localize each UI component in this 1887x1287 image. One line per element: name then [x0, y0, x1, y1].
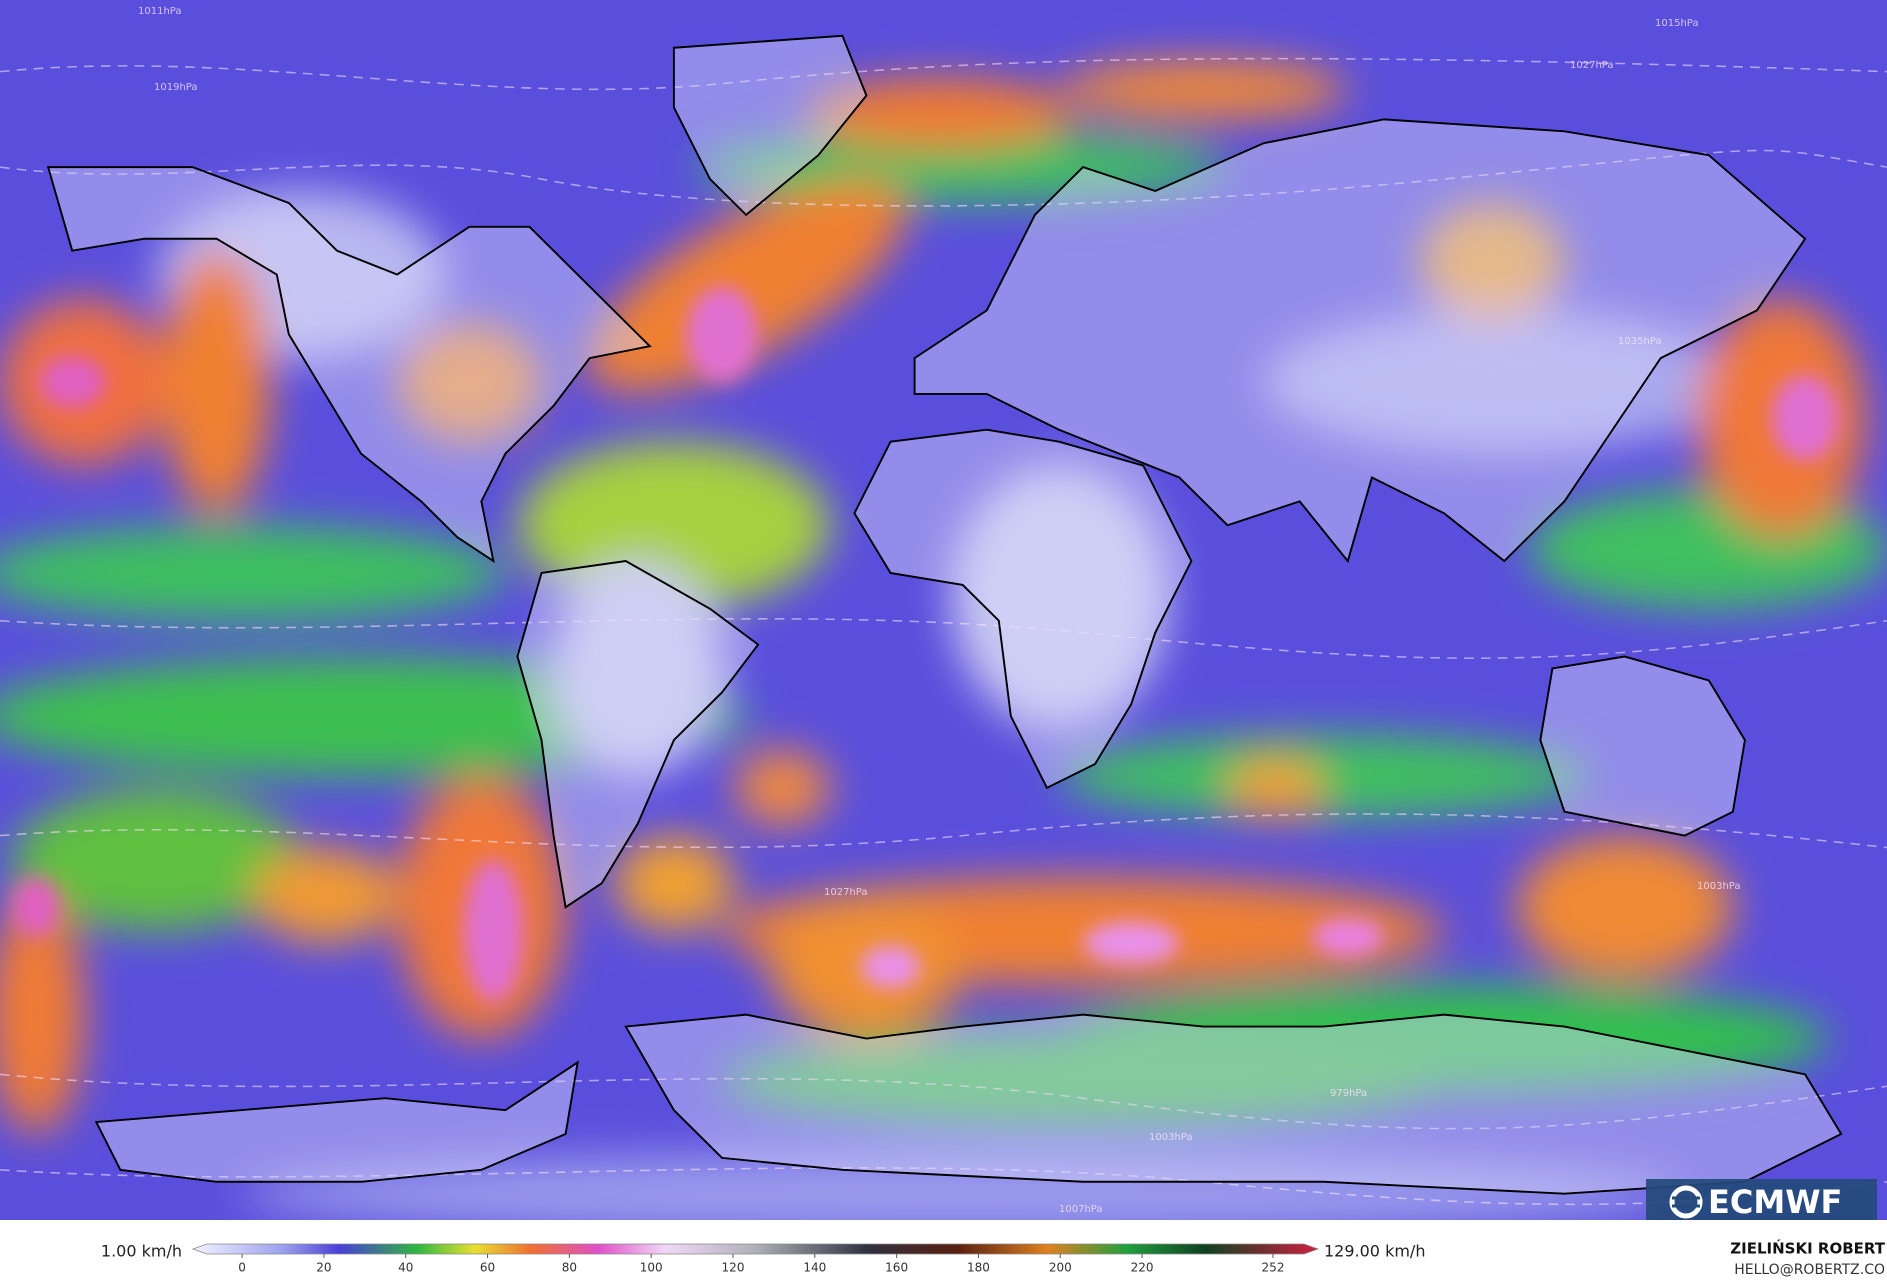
colorbar-tick-label: 20: [316, 1261, 331, 1275]
isobar-label: 1007hPa: [1059, 1204, 1103, 1215]
colorbar-tick-label: 140: [803, 1261, 826, 1275]
colorbar-bar: [191, 1243, 1320, 1255]
isobar-label: 1027hPa: [824, 887, 868, 898]
coastlines: [46, 34, 1843, 1195]
wind-map: 1011hPa 1019hPa 1027hPa 1015hPa 1035hPa 1027h…: [0, 0, 1887, 1220]
isobar-label: 1015hPa: [1655, 18, 1699, 29]
author-contact: HELLO@ROBERTZ.CO: [1734, 1262, 1885, 1278]
colorbar-tick-label: 40: [398, 1261, 413, 1275]
logo-box: ECMWF: [1646, 1179, 1877, 1220]
isobar-label: 1003hPa: [1697, 881, 1741, 892]
colorbar-tick-label: 252: [1262, 1261, 1285, 1275]
isobar-label: 1027hPa: [1570, 60, 1614, 71]
colorbar-tick-label: 100: [640, 1261, 663, 1275]
wind-field: [0, 34, 1887, 1220]
colorbar-tick-label: 180: [967, 1261, 990, 1275]
logo-icon: [1669, 1185, 1703, 1219]
isobar-label-group: 1011hPa 1019hPa 1027hPa 1015hPa 1035hPa 1027h…: [138, 6, 1741, 1215]
isobars: [0, 57, 1887, 1206]
isobar-label: 1035hPa: [1618, 336, 1662, 347]
footer-background: [0, 1230, 1887, 1287]
colorbar-tick-label: 120: [722, 1261, 745, 1275]
colorbar-tick-label: 60: [480, 1261, 495, 1275]
colorbar-tick-label: 0: [238, 1261, 246, 1275]
colorbar-tick-label: 160: [885, 1261, 908, 1275]
colorbar-max-label: 129.00 km/h: [1324, 1242, 1425, 1261]
map-layer: 1011hPa 1019hPa 1027hPa 1015hPa 1035hPa 1027h…: [0, 0, 1887, 1220]
colorbar-min-label: 1.00 km/h: [101, 1242, 182, 1261]
isobar-label: 1011hPa: [138, 6, 182, 17]
colorbar-tick-label: 200: [1049, 1261, 1072, 1275]
logo-icon-lines: [1672, 1196, 1700, 1208]
isobar-label: 1019hPa: [154, 82, 198, 93]
colorbar-tick-label: 80: [562, 1261, 577, 1275]
author-name: ZIELIŃSKI ROBERT: [1730, 1239, 1885, 1258]
isobar-label: 1003hPa: [1149, 1132, 1193, 1143]
footer: 1.00 km/h 129.00 km/h ZIELIŃSKI ROBERT H…: [0, 1230, 1887, 1287]
logo-text: ECMWF: [1708, 1183, 1842, 1220]
colorbar: 0 20 40 60 80 100 120 140 160 180 200 220 252: [191, 1243, 1320, 1275]
isobar-label: 979hPa: [1330, 1088, 1367, 1099]
colorbar-tick-label: 220: [1131, 1261, 1154, 1275]
